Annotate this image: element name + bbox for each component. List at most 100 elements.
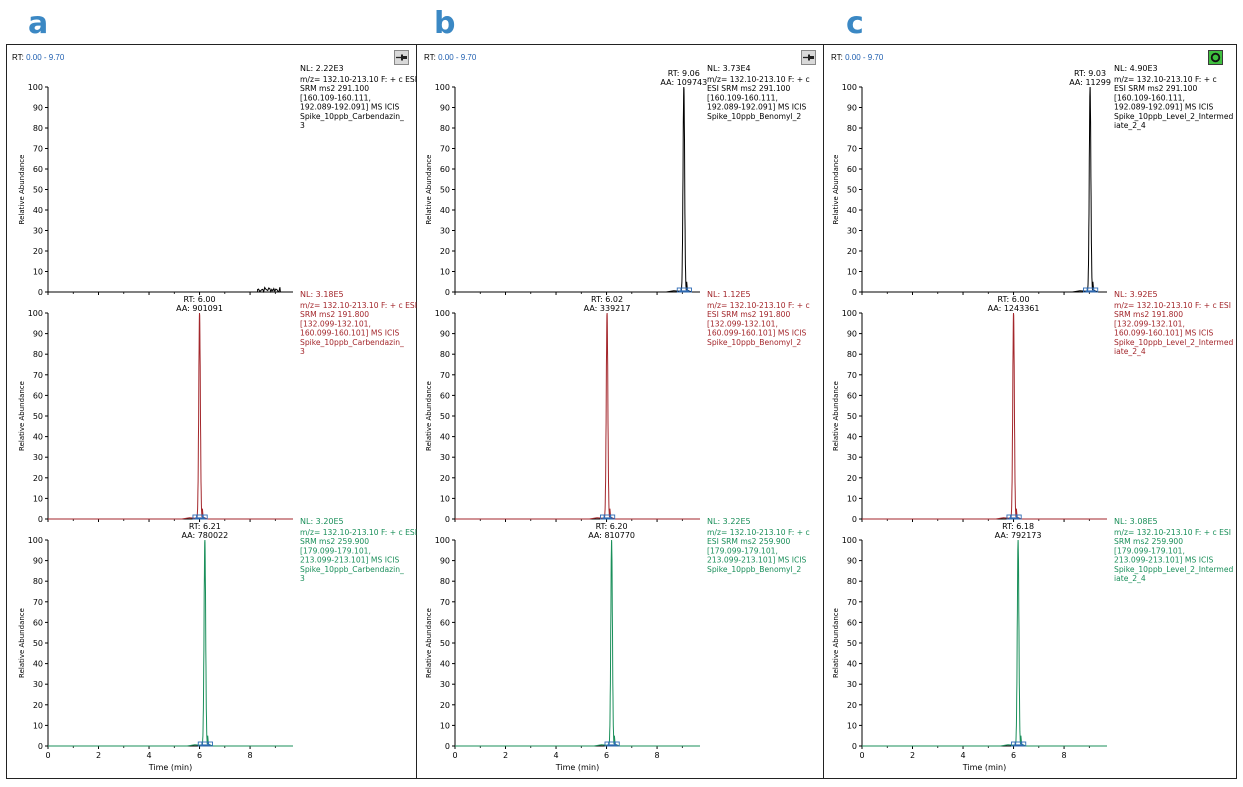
trace-line [862,312,1107,520]
scan-header-line: SRM ms2 259.900 [300,537,369,546]
y-tick-label: 100 [842,536,857,545]
y-tick-label: 90 [440,330,450,339]
apex-marker [603,514,611,520]
peak-area-label: AA: 11299 [1069,78,1111,87]
panel-letter-a: a [28,6,49,41]
normalization-level: NL: 2.22E3 [300,64,344,73]
peak-rt-label: RT: 6.02 [591,295,623,304]
y-tick-label: 30 [33,680,43,689]
y-tick-label: 0 [852,288,857,297]
y-axis-label: Relative Abundance [18,608,26,678]
trace-line [455,312,700,520]
trace-1: 0 10 20 30 40 50 60 70 80 90 100 Relative Abundance… [425,64,810,297]
integration-end-marker [687,287,692,293]
y-tick-label: 80 [440,124,450,133]
scan-header-line: 160.099-160.101] MS ICIS [1114,329,1213,338]
apex-marker [608,741,616,747]
trace-2: 0 10 20 30 40 50 60 70 80 90 100 Relative Abundance… [832,290,1233,524]
y-tick-label: 40 [440,660,450,669]
y-tick-label: 50 [440,186,450,195]
peak-area-label: AA: 810770 [588,531,635,540]
normalization-level: NL: 3.20E5 [300,517,344,526]
peak-area-label: AA: 1243361 [988,304,1040,313]
scan-header-line: Spike_10ppb_Carbendazin_ [300,565,404,574]
normalization-level: NL: 3.18E5 [300,290,344,299]
y-tick-label: 0 [38,515,43,524]
y-tick-label: 30 [440,680,450,689]
y-tick-label: 20 [847,701,857,710]
y-tick-label: 20 [440,247,450,256]
rt-range-c: RT: 0.00 - 9.70 [831,53,883,62]
y-tick-label: 50 [33,412,43,421]
y-tick-label: 0 [445,515,450,524]
x-axis-label: Time (min) [555,763,599,772]
y-tick-label: 20 [33,247,43,256]
rt-range-label: RT: [12,53,27,62]
y-tick-label: 10 [440,494,450,503]
panel-divider [416,44,417,779]
trace-1: 0 10 20 30 40 50 60 70 80 90 100 Relative Abundance… [832,64,1233,297]
panel-b: 0 10 20 30 40 50 60 70 80 90 100 Relative Abundance… [425,64,810,772]
y-tick-label: 30 [33,453,43,462]
y-tick-label: 60 [440,165,450,174]
apex-marker [1014,741,1022,747]
pushpin-icon[interactable] [801,50,816,65]
y-tick-label: 100 [435,536,450,545]
scan-header-line: 213.099-213.101] MS ICIS [300,556,399,565]
y-tick-label: 70 [440,145,450,154]
trace-line [48,286,293,294]
y-tick-label: 60 [440,618,450,627]
panel-letter-b: b [434,6,456,41]
scan-header-line: SRM ms2 191.800 [1114,310,1183,319]
x-tick-label: 0 [45,751,50,760]
trace-line [455,539,700,747]
y-tick-label: 50 [440,639,450,648]
y-tick-label: 50 [33,186,43,195]
y-tick-label: 60 [847,165,857,174]
scan-header-line: ESI SRM ms2 191.800 [707,310,791,319]
y-tick-label: 40 [33,660,43,669]
x-tick-label: 0 [452,751,457,760]
y-axis-label: Relative Abundance [18,155,26,225]
scan-header-line: 3 [300,121,305,130]
scan-header-line: m/z= 132.10-213.10 F: + c ESI [1114,301,1231,310]
x-axis-label: Time (min) [148,763,192,772]
rt-range-b: RT: 0.00 - 9.70 [424,53,476,62]
y-tick-label: 80 [847,124,857,133]
y-tick-label: 20 [33,701,43,710]
y-tick-label: 30 [847,680,857,689]
y-tick-label: 40 [847,433,857,442]
y-tick-label: 60 [33,165,43,174]
normalization-level: NL: 3.08E5 [1114,517,1158,526]
y-axis-label: Relative Abundance [425,155,433,225]
y-tick-label: 100 [842,309,857,318]
scan-header-line: Spike_10ppb_Carbendazin_ [300,338,404,347]
y-axis-label: Relative Abundance [425,608,433,678]
y-tick-label: 20 [440,701,450,710]
y-tick-label: 60 [33,618,43,627]
y-tick-label: 20 [33,474,43,483]
scan-header-line: 3 [300,347,305,356]
scan-header-line: 213.099-213.101] MS ICIS [1114,556,1213,565]
scan-header-line: SRM ms2 259.900 [1114,537,1183,546]
x-tick-label: 4 [146,751,151,760]
scan-header-line: 160.099-160.101] MS ICIS [707,329,806,338]
y-tick-label: 90 [847,557,857,566]
scan-header-line: [179.099-179.101, [300,546,371,555]
green-ring-icon[interactable] [1208,50,1223,65]
y-tick-label: 10 [847,721,857,730]
y-tick-label: 0 [852,515,857,524]
trace-line [862,86,1107,293]
scan-header-line: [179.099-179.101, [707,546,778,555]
y-tick-label: 90 [847,330,857,339]
pushpin-icon[interactable] [394,50,409,65]
y-tick-label: 100 [435,309,450,318]
trace-line [862,539,1107,747]
rt-range-a: RT: 0.00 - 9.70 [12,53,64,62]
x-tick-label: 6 [1011,751,1016,760]
y-tick-label: 0 [445,288,450,297]
y-tick-label: 0 [852,742,857,751]
peak-rt-label: RT: 6.00 [998,295,1030,304]
y-tick-label: 100 [435,83,450,92]
scan-header-line: Spike_10ppb_Level_2_Intermed [1114,338,1233,347]
